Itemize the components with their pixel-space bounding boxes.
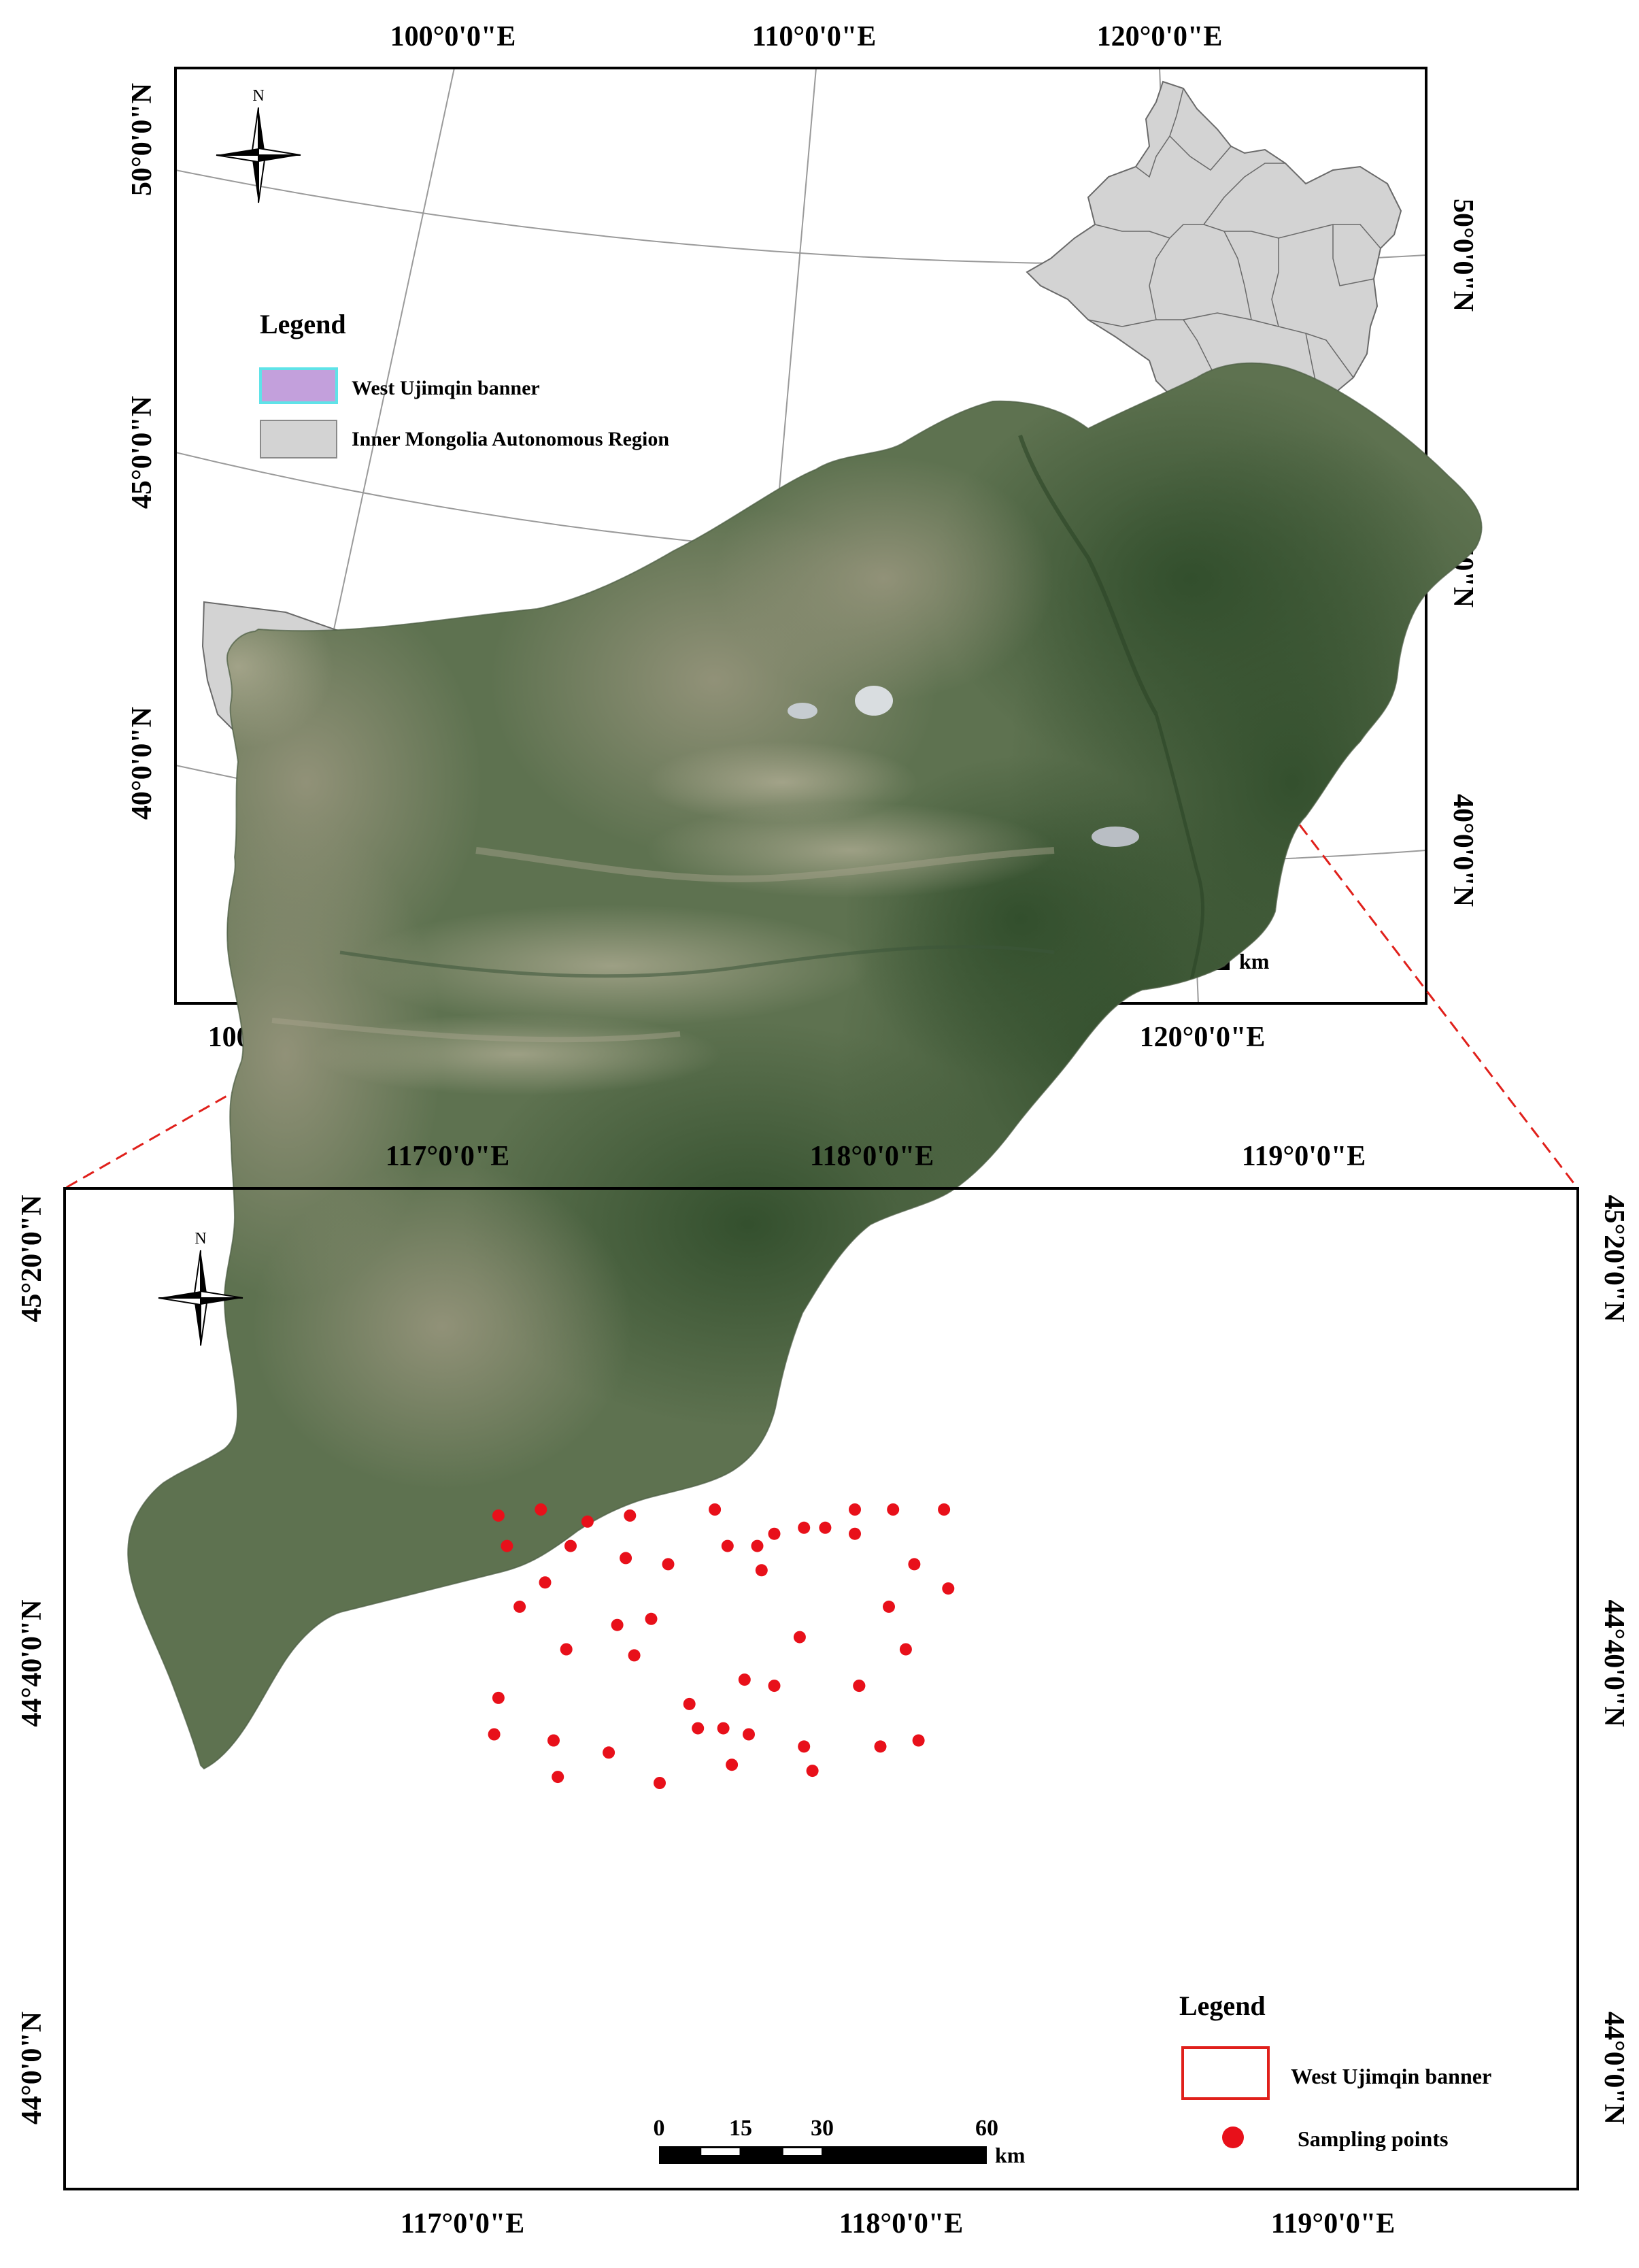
scale-tick-label: 30: [811, 2116, 834, 2141]
latitude-label-right: 44°0'0"N: [1598, 2012, 1629, 2124]
legend-item-region: Inner Mongolia Autonomous Region: [352, 428, 669, 450]
sampling-point: [683, 1697, 696, 1710]
legend-symbol-point: [1222, 2127, 1244, 2148]
sampling-point: [624, 1509, 637, 1522]
legend-symbol-banner-box: [1181, 2046, 1270, 2100]
north-arrow-icon: N: [158, 1230, 243, 1346]
sampling-point: [849, 1527, 861, 1540]
longitude-label-bottom: 119°0'0"E: [1271, 2208, 1395, 2239]
sampling-point: [501, 1539, 513, 1552]
north-arrow-icon: N: [216, 87, 301, 203]
overview-legend: Legend West Ujimqin banner Inner Mongoli…: [259, 309, 669, 458]
longitude-label-bottom: 118°0'0"E: [839, 2208, 963, 2239]
latitude-label-right: 44°40'0"N: [1598, 1599, 1629, 1727]
sampling-point: [654, 1777, 666, 1789]
detail-legend: Legend West Ujimqin banner Sampling poin…: [1179, 1990, 1491, 2151]
sampling-point: [721, 1539, 734, 1552]
sampling-point: [492, 1691, 505, 1704]
sampling-points: [488, 1503, 955, 1789]
sampling-point: [662, 1558, 675, 1571]
sampling-point: [942, 1582, 955, 1595]
sampling-point: [492, 1509, 505, 1522]
longitude-label-top: 117°0'0"E: [386, 1141, 509, 1172]
sampling-point: [806, 1765, 819, 1778]
latitude-label-left: 44°0'0"N: [16, 2012, 48, 2124]
legend-item-banner: West Ujimqin banner: [352, 377, 540, 399]
sampling-point: [743, 1728, 755, 1741]
latitude-label-right: 45°20'0"N: [1598, 1195, 1629, 1322]
sampling-point: [513, 1600, 526, 1613]
detail-map-frame: [63, 1187, 1579, 2190]
longitude-label-bottom: 120°0'0"E: [1140, 1022, 1266, 1053]
sampling-point: [887, 1503, 900, 1516]
legend-item-sampling: Sampling points: [1298, 2127, 1448, 2151]
sampling-point: [912, 1734, 925, 1747]
sampling-point: [853, 1680, 866, 1692]
north-label: N: [195, 1230, 206, 1248]
legend-swatch-banner: [259, 367, 338, 404]
latitude-label-left: 40°0'0"N: [126, 707, 158, 820]
longitude-label-top: 100°0'0"E: [390, 21, 516, 52]
sampling-point: [581, 1515, 594, 1528]
sampling-point: [547, 1734, 560, 1747]
sampling-point: [768, 1527, 781, 1540]
sampling-point: [883, 1600, 895, 1613]
sampling-point: [535, 1503, 547, 1516]
sampling-point: [552, 1771, 564, 1784]
sampling-point: [488, 1728, 501, 1741]
sampling-point: [603, 1746, 615, 1759]
sampling-point: [717, 1722, 730, 1735]
scale-unit: km: [995, 2143, 1026, 2167]
legend-swatch-region: [260, 420, 337, 458]
sampling-point: [798, 1740, 811, 1753]
sampling-point: [564, 1539, 577, 1552]
sampling-point: [768, 1680, 781, 1692]
sampling-point: [819, 1521, 832, 1534]
north-label: N: [252, 87, 264, 105]
detail-map: 117°0'0"E 118°0'0"E 119°0'0"E 117°0'0"E 118°…: [16, 362, 1629, 2239]
sampling-point: [908, 1558, 921, 1571]
sampling-point: [849, 1503, 861, 1516]
sampling-point: [560, 1643, 573, 1656]
detail-graticule-labels: 117°0'0"E 118°0'0"E 119°0'0"E 117°0'0"E 118°…: [16, 1141, 1629, 2239]
sampling-point: [539, 1576, 552, 1589]
sampling-point: [899, 1643, 912, 1656]
sampling-point: [628, 1649, 641, 1662]
overview-legend-title: Legend: [260, 309, 346, 339]
sampling-point: [874, 1740, 887, 1753]
sampling-point: [798, 1521, 811, 1534]
longitude-label-top: 110°0'0"E: [752, 21, 876, 52]
sampling-point: [738, 1673, 751, 1686]
longitude-label-bottom: 117°0'0"E: [401, 2208, 524, 2239]
sampling-point: [755, 1564, 768, 1577]
scale-unit: km: [1239, 949, 1270, 973]
sampling-point: [793, 1631, 806, 1644]
scale-tick-label: 60: [975, 2116, 998, 2141]
sampling-point: [709, 1503, 722, 1516]
sampling-point: [611, 1618, 624, 1631]
longitude-label-top: 120°0'0"E: [1097, 21, 1223, 52]
latitude-label-left: 44°40'0"N: [16, 1599, 48, 1727]
legend-item-banner: West Ujimqin banner: [1291, 2064, 1491, 2088]
latitude-label-left: 50°0'0"N: [126, 83, 158, 196]
longitude-label-top: 119°0'0"E: [1242, 1141, 1366, 1172]
sampling-point: [692, 1722, 705, 1735]
detail-legend-title: Legend: [1179, 1990, 1266, 2021]
sampling-point: [645, 1612, 658, 1625]
longitude-label-top: 118°0'0"E: [810, 1141, 934, 1172]
latitude-label-left: 45°0'0"N: [126, 396, 158, 509]
scale-tick-label: 0: [654, 2116, 665, 2141]
sampling-point: [726, 1758, 739, 1771]
sampling-point: [620, 1552, 632, 1565]
sampling-point: [938, 1503, 951, 1516]
scale-tick-label: 15: [729, 2116, 752, 2141]
latitude-label-left: 45°20'0"N: [16, 1195, 48, 1322]
latitude-label-right: 50°0'0"N: [1447, 199, 1479, 312]
sampling-point: [751, 1539, 764, 1552]
latitude-label-right: 40°0'0"N: [1447, 794, 1479, 907]
